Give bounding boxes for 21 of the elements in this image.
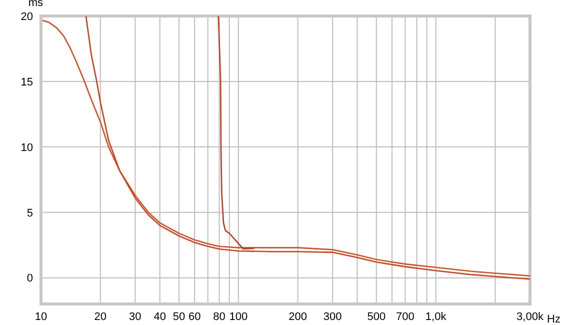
y-tick-label: 15 [20, 76, 33, 88]
x-tick-label: 700 [396, 310, 414, 323]
x-tick-label: 1,0k [425, 310, 447, 323]
x-tick-label: 500 [367, 310, 386, 323]
x-tick-label: 20 [94, 310, 107, 323]
y-tick-label: 0 [26, 272, 33, 285]
x-tick-label: 40 [154, 310, 166, 323]
x-axis-title: Hz [547, 313, 560, 325]
x-tick-label: 10 [34, 310, 48, 323]
y-axis-title: ms [28, 0, 44, 9]
y-tick-label: 5 [26, 207, 33, 220]
x-tick-label: 100 [229, 310, 248, 323]
x-tick-label: 60 [188, 310, 201, 323]
x-tick-label: 200 [288, 310, 308, 323]
x-tick-label: 50 [172, 310, 186, 323]
x-tick-label: 30 [129, 310, 142, 323]
y-tick-label: 10 [20, 142, 33, 154]
x-tick-label: 80 [213, 310, 226, 323]
y-tick-label: 20 [20, 10, 33, 23]
x-tick-label: 300 [323, 310, 342, 323]
x-tick-label: 3,00k [516, 310, 544, 323]
